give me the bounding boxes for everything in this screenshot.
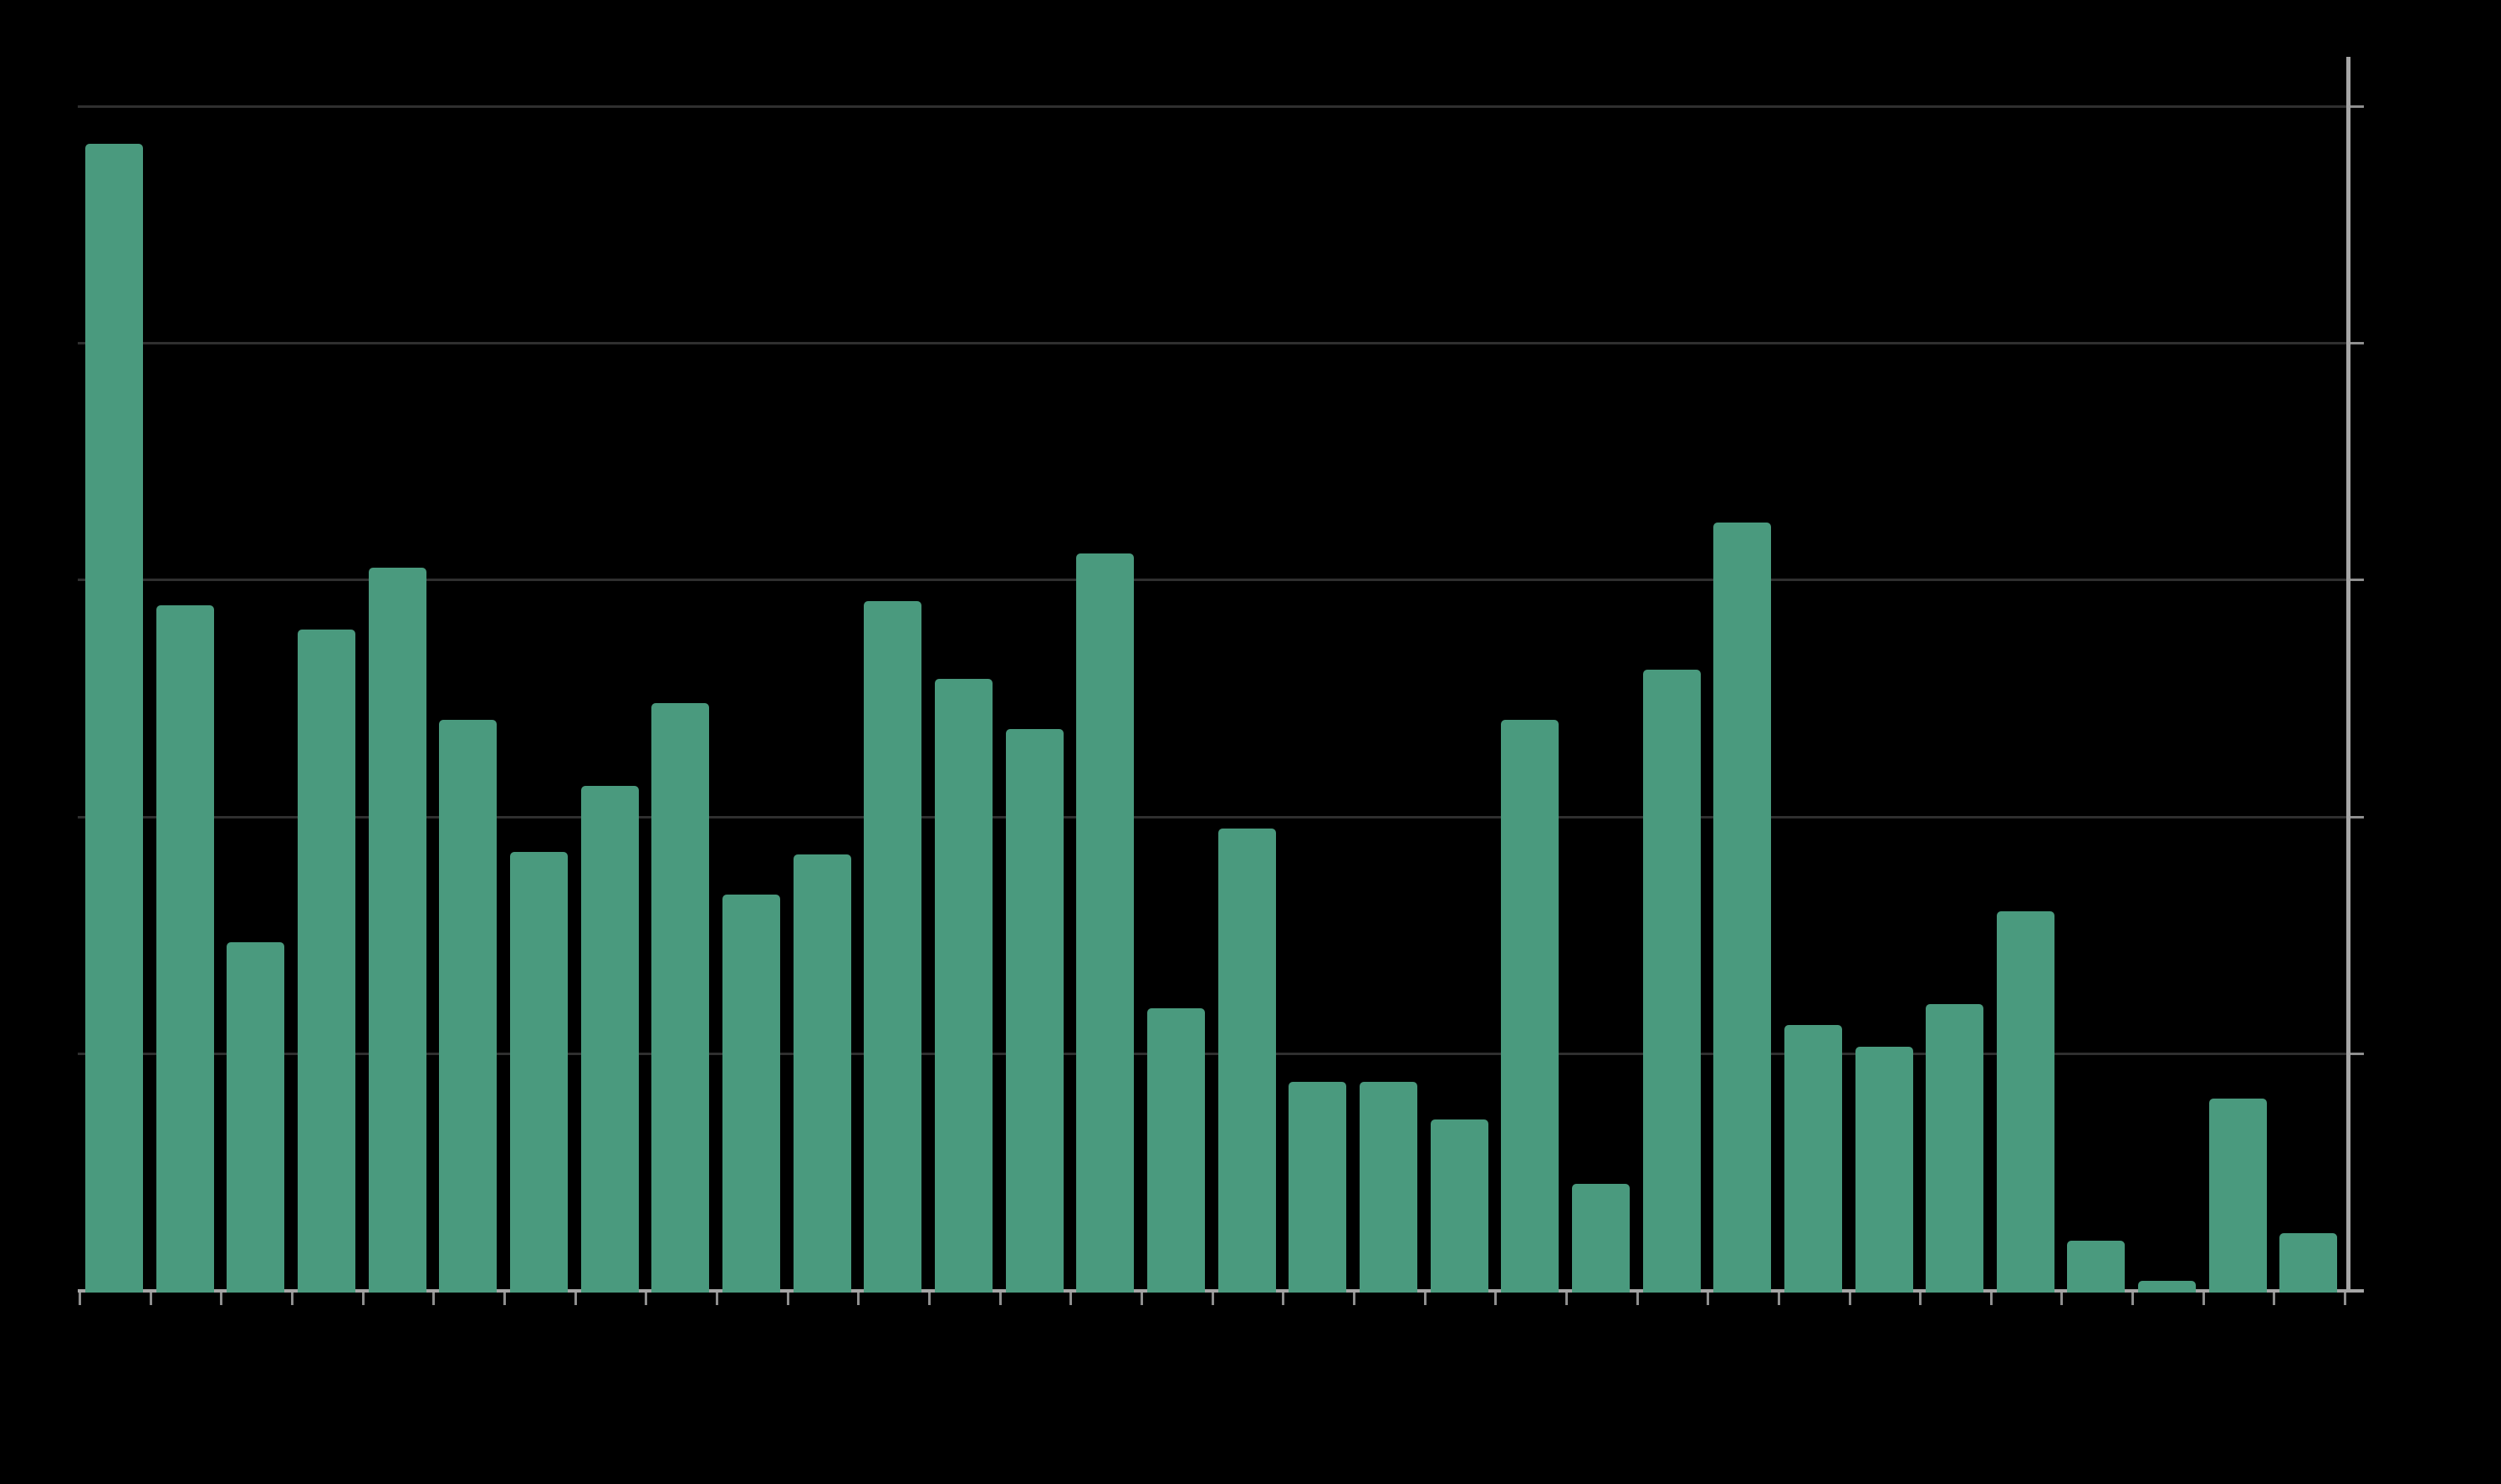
x-axis-tick — [1919, 1293, 1922, 1305]
bar — [794, 854, 851, 1293]
x-axis-tick — [220, 1293, 222, 1305]
bar — [1289, 1082, 1346, 1293]
bar — [1501, 720, 1559, 1293]
x-axis-tick — [1141, 1293, 1143, 1305]
bar — [1431, 1119, 1488, 1293]
bar — [1784, 1025, 1842, 1293]
x-axis-tick — [1565, 1293, 1568, 1305]
bar — [1076, 553, 1134, 1293]
x-axis-tick — [787, 1293, 789, 1305]
x-axis-tick — [1069, 1293, 1072, 1305]
bar — [2138, 1281, 2196, 1293]
bar — [227, 942, 284, 1293]
x-axis-tick — [2202, 1293, 2205, 1305]
x-axis-tick — [645, 1293, 647, 1305]
x-axis-tick — [432, 1293, 435, 1305]
right-axis-spine — [2346, 57, 2350, 1293]
x-axis-tick — [1353, 1293, 1355, 1305]
gridline — [78, 579, 2346, 581]
bar — [2067, 1241, 2125, 1293]
bar — [651, 703, 709, 1293]
bar — [1572, 1184, 1630, 1293]
x-axis-tick — [1707, 1293, 1709, 1305]
x-axis-tick — [857, 1293, 860, 1305]
bar — [722, 895, 780, 1293]
y-axis-tick — [2346, 1053, 2364, 1055]
y-axis-tick — [2346, 105, 2364, 108]
x-axis-tick — [1282, 1293, 1284, 1305]
x-axis-tick — [79, 1293, 81, 1305]
y-axis-tick — [2346, 816, 2364, 818]
x-axis-tick — [999, 1293, 1002, 1305]
x-axis-tick — [2060, 1293, 2063, 1305]
x-axis-tick — [1636, 1293, 1639, 1305]
y-axis-tick — [2346, 579, 2364, 581]
bar — [2209, 1099, 2267, 1293]
x-axis-tick — [716, 1293, 718, 1305]
bar — [439, 720, 497, 1293]
x-axis-tick — [2273, 1293, 2275, 1305]
bar — [1855, 1047, 1913, 1293]
x-axis-tick — [928, 1293, 931, 1305]
y-axis-tick — [2346, 342, 2364, 344]
bar — [1147, 1008, 1205, 1293]
bar — [935, 679, 993, 1293]
gridline — [78, 342, 2346, 344]
bar — [85, 144, 143, 1293]
x-axis-tick — [1778, 1293, 1780, 1305]
x-axis-tick — [1849, 1293, 1851, 1305]
bar — [1926, 1004, 1983, 1293]
bar — [2279, 1233, 2337, 1293]
x-axis-tick — [1990, 1293, 1993, 1305]
x-axis-tick — [150, 1293, 152, 1305]
x-axis-tick — [362, 1293, 365, 1305]
bar — [581, 786, 639, 1293]
bar — [298, 630, 355, 1293]
x-axis-tick — [1494, 1293, 1497, 1305]
bar — [1360, 1082, 1417, 1293]
x-axis-tick — [1212, 1293, 1214, 1305]
bar — [864, 601, 921, 1293]
bar — [1643, 670, 1701, 1293]
bar — [1006, 729, 1064, 1293]
bar — [1713, 523, 1771, 1293]
x-axis-tick — [503, 1293, 506, 1305]
gridline — [78, 816, 2346, 818]
bar — [156, 605, 214, 1293]
bar — [510, 852, 568, 1293]
x-axis-tick — [574, 1293, 577, 1305]
x-axis-tick — [291, 1293, 293, 1305]
bar — [369, 568, 426, 1293]
bar — [1997, 911, 2054, 1293]
x-axis-tick — [2344, 1293, 2346, 1305]
gridline — [78, 105, 2346, 108]
x-axis-tick — [1424, 1293, 1427, 1305]
gridline — [78, 1053, 2346, 1055]
x-axis-tick — [2131, 1293, 2134, 1305]
bar — [1218, 829, 1276, 1293]
